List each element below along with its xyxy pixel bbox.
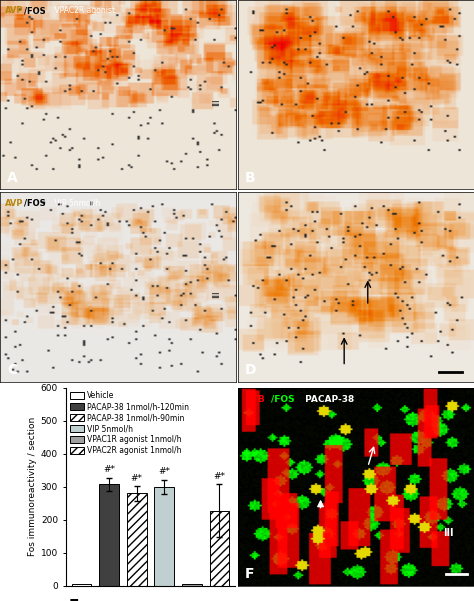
Text: #*: #* [131,474,143,483]
Text: VIP 5nmol/h: VIP 5nmol/h [52,198,100,207]
Legend: Vehicle, PACAP-38 1nmol/h-120min, PACAP-38 1nmol/h-90min, VIP 5nmol/h, VPAC1R ag: Vehicle, PACAP-38 1nmol/h-120min, PACAP-… [70,391,189,455]
Text: #*: #* [213,472,226,481]
Text: III: III [212,99,221,106]
Bar [155,487,174,586]
Text: VPAC2R agonist: VPAC2R agonist [52,6,115,15]
Text: E: E [69,599,80,601]
Text: /FOS: /FOS [24,198,45,207]
Bar [127,493,146,586]
Text: #*: #* [103,465,115,474]
Text: F: F [245,567,255,581]
Text: AVP: AVP [5,198,23,207]
Text: /FOS: /FOS [24,6,45,15]
Y-axis label: Fos immunoreactivity / section: Fos immunoreactivity / section [27,417,36,557]
Text: III: III [212,291,221,299]
Text: AVP: AVP [5,6,23,15]
Text: #*: #* [158,467,170,476]
Bar [99,484,119,586]
Text: CTB: CTB [245,394,265,403]
Bar [210,511,229,586]
Text: D: D [245,363,256,377]
Text: III: III [443,528,454,538]
Bar [72,584,91,586]
Text: /FOS: /FOS [271,394,295,403]
Text: PACAP-38: PACAP-38 [301,394,354,403]
Bar [182,584,202,586]
Text: C: C [7,363,18,377]
Text: B: B [245,171,255,185]
Text: A: A [7,171,18,185]
